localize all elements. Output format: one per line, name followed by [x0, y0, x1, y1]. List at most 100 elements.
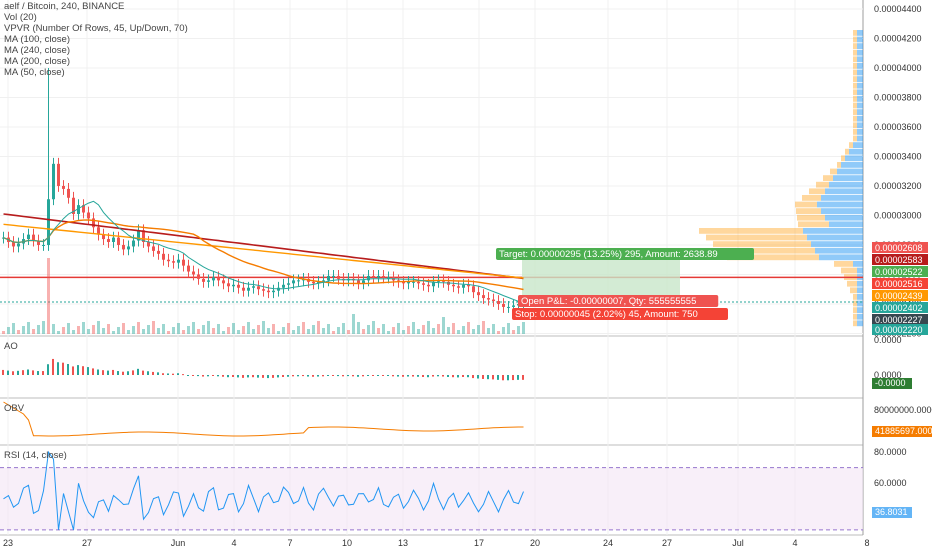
rsi-pane-label[interactable]: RSI (14, close): [4, 450, 67, 461]
y-tick-label: 0.00004000: [874, 63, 922, 73]
ao-bar: [257, 375, 259, 378]
candle-body: [117, 237, 120, 245]
vpvr-up-bar: [857, 36, 863, 43]
vpvr-down-bar: [706, 234, 807, 241]
vpvr-down-bar: [847, 280, 857, 287]
volume-bar: [427, 321, 430, 334]
volume-bar: [452, 323, 455, 334]
ao-bar: [347, 375, 349, 377]
candle-body: [62, 185, 65, 189]
ao-bar: [187, 375, 189, 376]
ao-pane-label[interactable]: AO: [4, 341, 18, 352]
ao-bar: [152, 371, 154, 375]
volume-bar: [17, 330, 20, 334]
ao-bar: [507, 375, 509, 381]
ao-bar: [2, 369, 4, 375]
vpvr-down-bar: [853, 82, 857, 89]
vpvr-up-bar: [821, 208, 863, 214]
vpvr-up-bar: [857, 122, 863, 129]
vpvr-up-bar: [811, 241, 863, 247]
x-tick-label: Jun: [171, 538, 186, 548]
volume-bar: [122, 323, 125, 334]
legend-ma200[interactable]: MA (200, close): [4, 56, 70, 67]
vpvr-down-bar: [850, 287, 857, 294]
vpvr-up-bar: [849, 148, 863, 155]
candle-body: [177, 259, 180, 263]
candle-body: [122, 244, 125, 250]
vpvr-down-bar: [853, 63, 857, 69]
ao-bar: [107, 370, 109, 375]
vpvr-down-bar: [823, 175, 833, 181]
volume-bar: [382, 324, 385, 334]
ao-bar: [207, 375, 209, 377]
ao-tag-bg: [872, 378, 912, 389]
vpvr-up-bar: [857, 287, 863, 294]
vpvr-down-bar: [853, 115, 857, 122]
volume-bar: [232, 323, 235, 334]
volume-bar: [282, 327, 285, 334]
ao-bar: [217, 375, 219, 377]
price-tag-bg: [872, 254, 928, 265]
ao-bar: [472, 375, 474, 379]
ao-bar: [57, 362, 59, 375]
volume-bar: [222, 331, 225, 334]
candle-body: [162, 253, 165, 260]
legend-ma50[interactable]: MA (50, close): [4, 67, 65, 78]
ao-bar: [232, 375, 234, 377]
vpvr-up-bar: [857, 109, 863, 115]
obv-tick-label: 80000000.0000: [874, 405, 932, 415]
volume-bar: [127, 330, 130, 334]
legend-volume[interactable]: Vol (20): [4, 12, 37, 23]
ma50-line: [3, 200, 524, 303]
ao-bar: [127, 371, 129, 375]
ao-bar: [27, 369, 29, 375]
ao-bar: [337, 375, 339, 377]
volume-bar: [477, 325, 480, 334]
legend-ma240[interactable]: MA (240, close): [4, 45, 70, 56]
volume-bar: [162, 324, 165, 334]
vpvr-down-bar: [727, 254, 819, 261]
ao-bar: [192, 375, 194, 376]
ao-bar: [512, 375, 514, 381]
candle-body: [47, 199, 50, 245]
volume-bar: [132, 326, 135, 334]
price-tag-label: 0.00002402: [875, 303, 923, 313]
x-tick-label: 10: [342, 538, 352, 548]
candle-body: [37, 240, 40, 245]
vpvr-up-bar: [815, 247, 863, 254]
volume-bar: [497, 331, 500, 334]
ao-bar: [67, 364, 69, 375]
candle-body: [217, 277, 220, 281]
volume-bar: [277, 331, 280, 334]
vpvr-up-bar: [857, 280, 863, 287]
candle-body: [142, 230, 145, 243]
ao-bar: [427, 375, 429, 378]
obv-pane-label[interactable]: OBV: [4, 403, 25, 414]
rsi-band: [0, 467, 863, 530]
ao-bar: [457, 375, 459, 378]
ao-bar: [402, 375, 404, 377]
ao-bar: [282, 375, 284, 377]
open-pnl-label-bg: [518, 295, 719, 307]
vpvr-up-bar: [857, 129, 863, 135]
rsi-current-tag: 36.8031: [872, 507, 912, 518]
target-label-text: Target: 0.00000295 (13.25%) 295, Amount:…: [499, 249, 718, 260]
candle-body: [387, 277, 390, 279]
legend-symbol[interactable]: aelf / Bitcoin, 240, BINANCE: [4, 1, 125, 12]
volume-bar: [117, 327, 120, 334]
ao-bar: [42, 371, 44, 375]
volume-bar: [217, 324, 220, 334]
candle-body: [172, 261, 175, 263]
candle-body: [432, 281, 435, 287]
legend-vpvr[interactable]: VPVR (Number Of Rows, 45, Up/Down, 70): [4, 23, 188, 34]
candle-body: [482, 295, 485, 299]
vpvr-up-bar: [857, 267, 863, 274]
candle-body: [252, 286, 255, 288]
vpvr-profile: [699, 30, 863, 327]
legend-ma100[interactable]: MA (100, close): [4, 34, 70, 45]
volume-bar: [482, 321, 485, 334]
volume-bar: [347, 330, 350, 334]
volume-bar: [487, 328, 490, 334]
vpvr-up-bar: [857, 307, 863, 313]
